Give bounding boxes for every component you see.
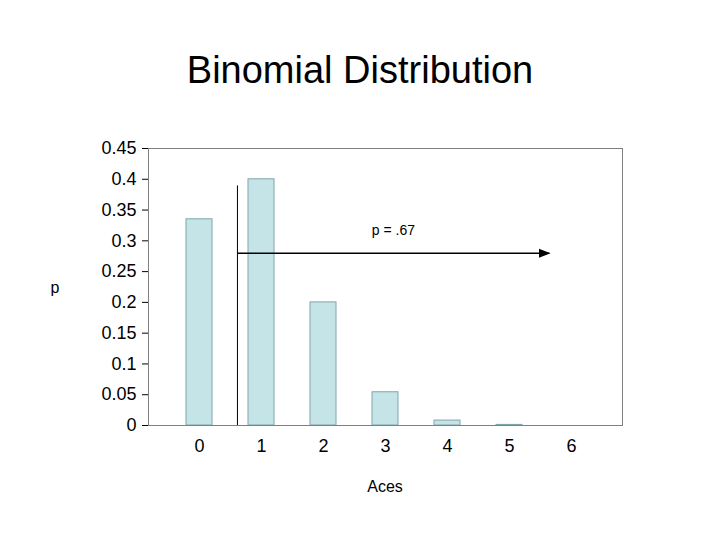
svg-text:0: 0 — [194, 436, 204, 456]
svg-text:4: 4 — [442, 436, 452, 456]
svg-text:5: 5 — [504, 436, 514, 456]
svg-text:2: 2 — [318, 436, 328, 456]
svg-text:0.1: 0.1 — [111, 354, 136, 374]
svg-text:0.4: 0.4 — [111, 169, 136, 189]
svg-text:0.25: 0.25 — [101, 261, 136, 281]
html-text:Binomial Distribution: Binomial Distribution — [186, 49, 534, 91]
svg-text:p = .67: p = .67 — [372, 222, 415, 238]
svg-text:6: 6 — [566, 436, 576, 456]
svg-text:3: 3 — [380, 436, 390, 456]
svg-text:0.35: 0.35 — [101, 200, 136, 220]
svg-text:0.2: 0.2 — [111, 292, 136, 312]
svg-text:0.05: 0.05 — [101, 384, 136, 404]
svg-text:0: 0 — [126, 415, 136, 435]
svg-text:0.3: 0.3 — [111, 231, 136, 251]
svg-text:1: 1 — [256, 436, 266, 456]
svg-text:0.45: 0.45 — [101, 138, 136, 158]
svg-text:p: p — [51, 279, 60, 296]
svg-text:Aces: Aces — [367, 478, 403, 495]
svg-text:0.15: 0.15 — [101, 323, 136, 343]
